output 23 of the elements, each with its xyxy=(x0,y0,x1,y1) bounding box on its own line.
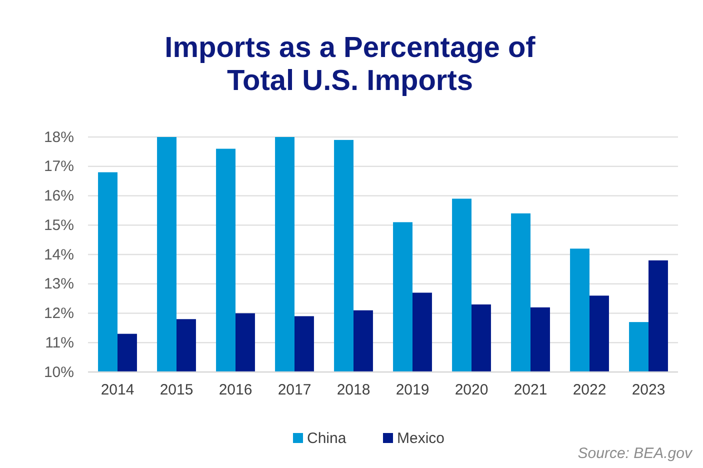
x-tick-label: 2023 xyxy=(632,382,666,399)
x-tick-label: 2016 xyxy=(218,382,252,399)
x-tick-label: 2021 xyxy=(514,382,548,399)
y-tick-label: 14% xyxy=(44,246,74,264)
legend-label: China xyxy=(307,430,347,447)
y-tick-label: 17% xyxy=(44,158,74,176)
y-tick-label: 12% xyxy=(44,305,74,322)
legend-label: Mexico xyxy=(397,430,445,447)
y-tick-label: 11% xyxy=(45,334,74,352)
x-tick-label: 2014 xyxy=(100,382,134,399)
x-tick-label: 2018 xyxy=(336,382,370,399)
source-note: Source: BEA.gov xyxy=(578,445,694,462)
y-tick-label: 13% xyxy=(44,276,74,293)
y-tick-label: 18% xyxy=(44,128,74,146)
y-tick-label: 16% xyxy=(44,188,74,205)
y-tick-label: 10% xyxy=(44,364,74,381)
x-tick-label: 2020 xyxy=(454,382,488,399)
y-tick-label: 15% xyxy=(44,216,74,234)
chart-title: Imports as a Percentage of Total U.S. Imports xyxy=(164,32,536,98)
x-tick-label: 2017 xyxy=(278,382,312,399)
x-tick-label: 2022 xyxy=(572,382,606,399)
x-tick-label: 2015 xyxy=(160,382,194,399)
x-tick-label: 2019 xyxy=(396,382,430,399)
